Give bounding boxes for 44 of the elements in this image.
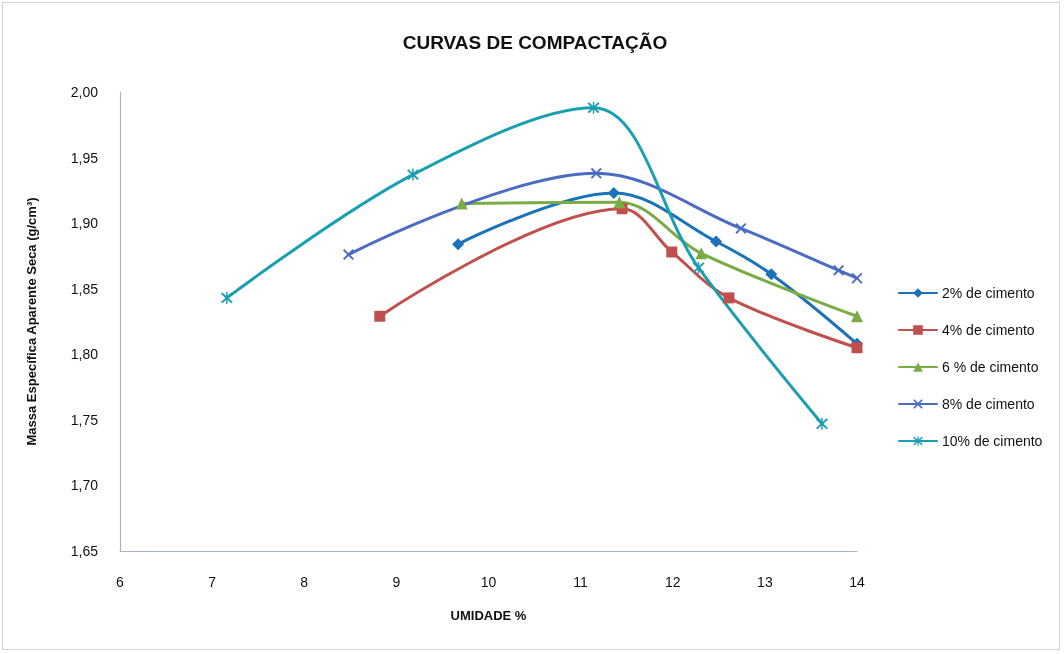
- y-tick-label: 1,80: [70, 346, 99, 363]
- point: [765, 268, 778, 281]
- x-tick-label: 13: [757, 574, 773, 590]
- point: [710, 235, 723, 248]
- point: [590, 167, 602, 179]
- x-tick-label: 12: [664, 574, 681, 590]
- x-tick-label: 11: [573, 574, 589, 590]
- point: [695, 247, 708, 260]
- y-tick-label: 1,70: [70, 477, 99, 494]
- point: [374, 310, 386, 322]
- point: [666, 246, 678, 258]
- legend-label: 6 % de cimento: [942, 359, 1039, 375]
- x-tick-label: 8: [300, 574, 309, 590]
- point: [406, 168, 419, 181]
- point: [851, 342, 863, 354]
- y-tick-label: 1,85: [70, 280, 99, 297]
- y-tick-label: 1,65: [70, 543, 99, 559]
- y-tick-label: 2,00: [70, 84, 99, 100]
- legend-label: 10% de cimento: [942, 433, 1043, 449]
- y-tick-label: 1,75: [70, 411, 99, 428]
- y-tick-label: 1,90: [70, 215, 99, 232]
- point: [833, 264, 845, 276]
- point: [220, 291, 233, 304]
- x-tick-label: 9: [392, 574, 401, 590]
- x-axis-title: UMIDADE %: [450, 608, 527, 623]
- y-tick-label: 1,95: [70, 149, 99, 166]
- x-tick-label: 10: [480, 574, 497, 590]
- y-axis-title: Massa Específica Aparente Seca (g/cm³): [24, 197, 39, 446]
- x-tick-label: 7: [208, 574, 217, 590]
- chart-title: CURVAS DE COMPACTAÇÃO: [402, 32, 668, 53]
- x-tick-label: 6: [116, 574, 125, 590]
- point: [735, 222, 747, 234]
- point: [342, 249, 354, 261]
- legend-label: 8% de cimento: [942, 396, 1035, 412]
- point: [452, 238, 465, 251]
- point: [613, 196, 626, 209]
- point: [723, 292, 735, 304]
- x-tick-label: 14: [849, 574, 865, 590]
- point: [851, 310, 863, 323]
- point: [455, 197, 468, 210]
- legend-label: 4% de cimento: [942, 322, 1035, 338]
- point: [815, 417, 828, 430]
- legend-label: 2% de cimento: [942, 285, 1035, 301]
- point: [851, 272, 863, 284]
